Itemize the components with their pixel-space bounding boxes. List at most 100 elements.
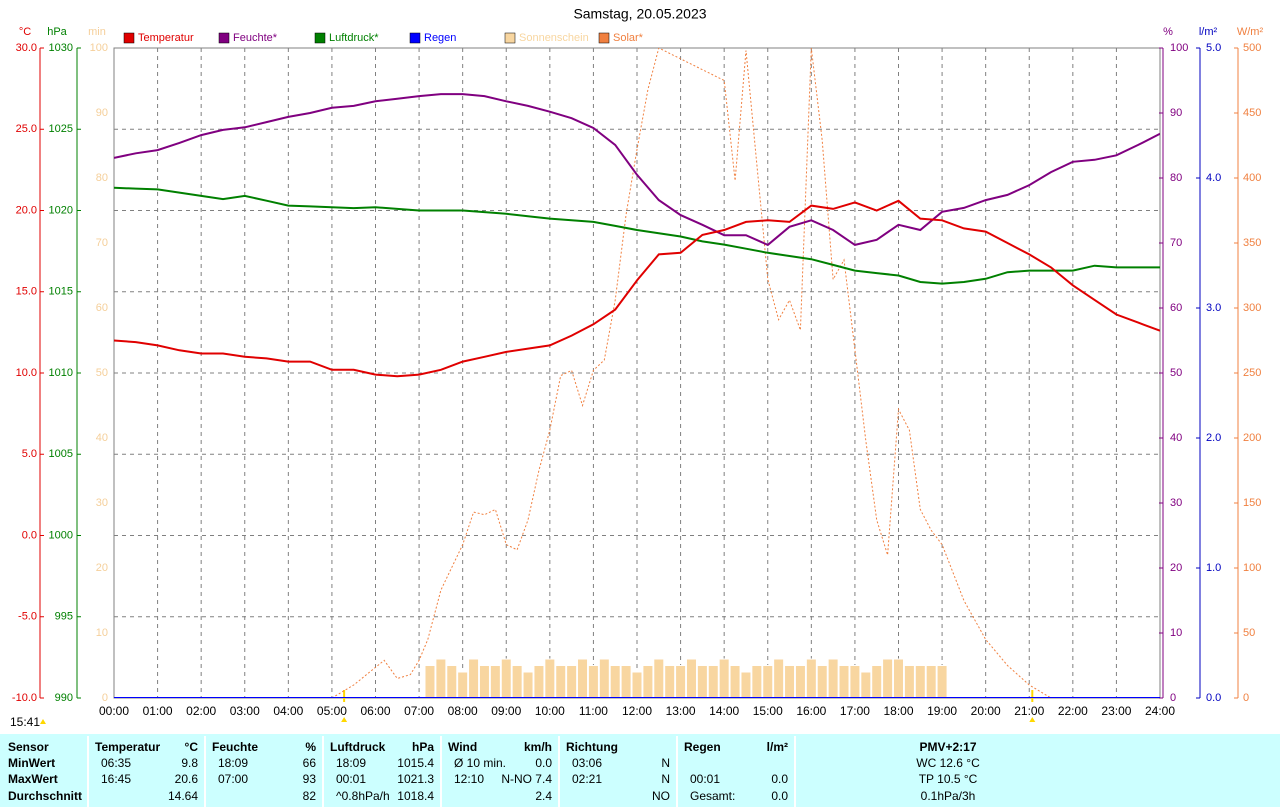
x-tick-label: 18:00 [883, 704, 913, 718]
y-tick-label: 30.0 [16, 42, 37, 54]
sunshine-bar [903, 665, 915, 698]
sunshine-bar [696, 665, 708, 698]
y-tick-label: 1015 [49, 286, 73, 298]
cell-value: 1015.4 [397, 756, 434, 770]
x-tick-label: 24:00 [1145, 704, 1175, 718]
y-tick-label: 30 [1170, 497, 1182, 509]
y-tick-label: 70 [1170, 237, 1182, 249]
x-tick-label: 21:00 [1014, 704, 1044, 718]
sunshine-bar [936, 665, 948, 698]
sunshine-bar [544, 658, 556, 698]
sunshine-bar [794, 665, 806, 698]
sunshine-bar [642, 665, 654, 698]
y-tick-label: 40 [1170, 432, 1182, 444]
y-tick-label: 0.0 [22, 529, 37, 541]
sunshine-bar [751, 665, 763, 698]
sunshine-bar [533, 665, 545, 698]
sunshine-bar [664, 665, 676, 698]
sunshine-bar [740, 671, 752, 698]
y-tick-label: 1010 [49, 367, 73, 379]
series-line [331, 48, 1073, 698]
legend-swatch [218, 32, 230, 44]
cell-time: Ø 10 min. [454, 756, 506, 770]
row-label: Durchschnitt [8, 789, 82, 803]
y-tick-label: -5.0 [18, 611, 37, 623]
legend-swatch [123, 32, 135, 44]
cell-value: 0.0 [535, 756, 552, 770]
y-tick-label: 0 [1243, 692, 1249, 704]
y-tick-label: 20 [96, 562, 108, 574]
y-tick-label: 70 [96, 237, 108, 249]
y-tick-label: 1000 [49, 529, 73, 541]
cell-time: 03:06 [572, 756, 602, 770]
column-unit: % [305, 740, 316, 754]
y-tick-label: 4.0 [1206, 172, 1221, 184]
cell-time: Gesamt: [690, 789, 735, 803]
legend-label: Temperatur [138, 32, 194, 44]
series-line [114, 199, 1160, 378]
y-tick-label: 90 [96, 107, 108, 119]
series-line [114, 186, 1160, 285]
x-tick-label: 02:00 [186, 704, 216, 718]
x-tick-label: 09:00 [491, 704, 521, 718]
x-tick-label: 17:00 [840, 704, 870, 718]
sunshine-bar [707, 665, 719, 698]
y-tick-label: 100 [90, 42, 108, 54]
legend-swatch [314, 32, 326, 44]
extra-value: TP 10.5 °C [919, 772, 978, 786]
legend-label: Feuchte* [233, 32, 278, 44]
column-title: Regen [684, 740, 721, 754]
column-title: Wind [448, 740, 477, 754]
x-tick-label: 14:00 [709, 704, 739, 718]
sunshine-bar [489, 665, 501, 698]
y-tick-label: 0.0 [1206, 692, 1221, 704]
sunshine-bar [773, 658, 785, 698]
x-tick-label: 01:00 [143, 704, 173, 718]
sunshine-bar [871, 665, 883, 698]
y-tick-label: -10.0 [12, 692, 37, 704]
cell-value: 1021.3 [397, 772, 434, 786]
y-tick-label: 100 [1170, 42, 1188, 54]
y-tick-label: 80 [96, 172, 108, 184]
y-tick-label: 1020 [49, 204, 73, 216]
y-tick-label: 250 [1243, 367, 1261, 379]
y-tick-label: 90 [1170, 107, 1182, 119]
chart-title: Samstag, 20.05.2023 [573, 6, 706, 22]
sunshine-bar [566, 665, 578, 698]
cell-time: 00:01 [690, 772, 720, 786]
x-tick-label: 13:00 [666, 704, 696, 718]
y-tick-label: 50 [1170, 367, 1182, 379]
sunshine-bar [914, 665, 926, 698]
y-tick-label: 150 [1243, 497, 1261, 509]
cell-time: 07:00 [218, 772, 248, 786]
sunshine-bar [500, 658, 512, 698]
axis-unit: W/m² [1237, 26, 1264, 38]
cell-time: 02:21 [572, 772, 602, 786]
sunshine-bar [511, 665, 523, 698]
sunshine-bar [609, 665, 621, 698]
sunshine-bar [631, 671, 643, 698]
cell-value: 0.0 [771, 789, 788, 803]
sunshine-bar [805, 658, 817, 698]
y-tick-label: 350 [1243, 237, 1261, 249]
column-unit: hPa [412, 740, 434, 754]
legend-label: Luftdruck* [329, 32, 379, 44]
sunshine-bar [522, 671, 534, 698]
cell-time: 12:10 [454, 772, 484, 786]
x-tick-label: 23:00 [1101, 704, 1131, 718]
cell-value: 2.4 [535, 789, 552, 803]
extra-value: WC 12.6 °C [916, 756, 980, 770]
y-tick-label: 100 [1243, 562, 1261, 574]
y-tick-label: 2.0 [1206, 432, 1221, 444]
cell-value: 1018.4 [397, 789, 434, 803]
sunshine-bar [816, 665, 828, 698]
x-tick-label: 22:00 [1058, 704, 1088, 718]
y-tick-label: 0 [102, 692, 108, 704]
axis-unit: l/m² [1199, 26, 1218, 38]
sunshine-bar [685, 658, 697, 698]
y-tick-label: 1030 [49, 42, 73, 54]
sunshine-bar [925, 665, 937, 698]
y-tick-label: 15.0 [16, 286, 37, 298]
